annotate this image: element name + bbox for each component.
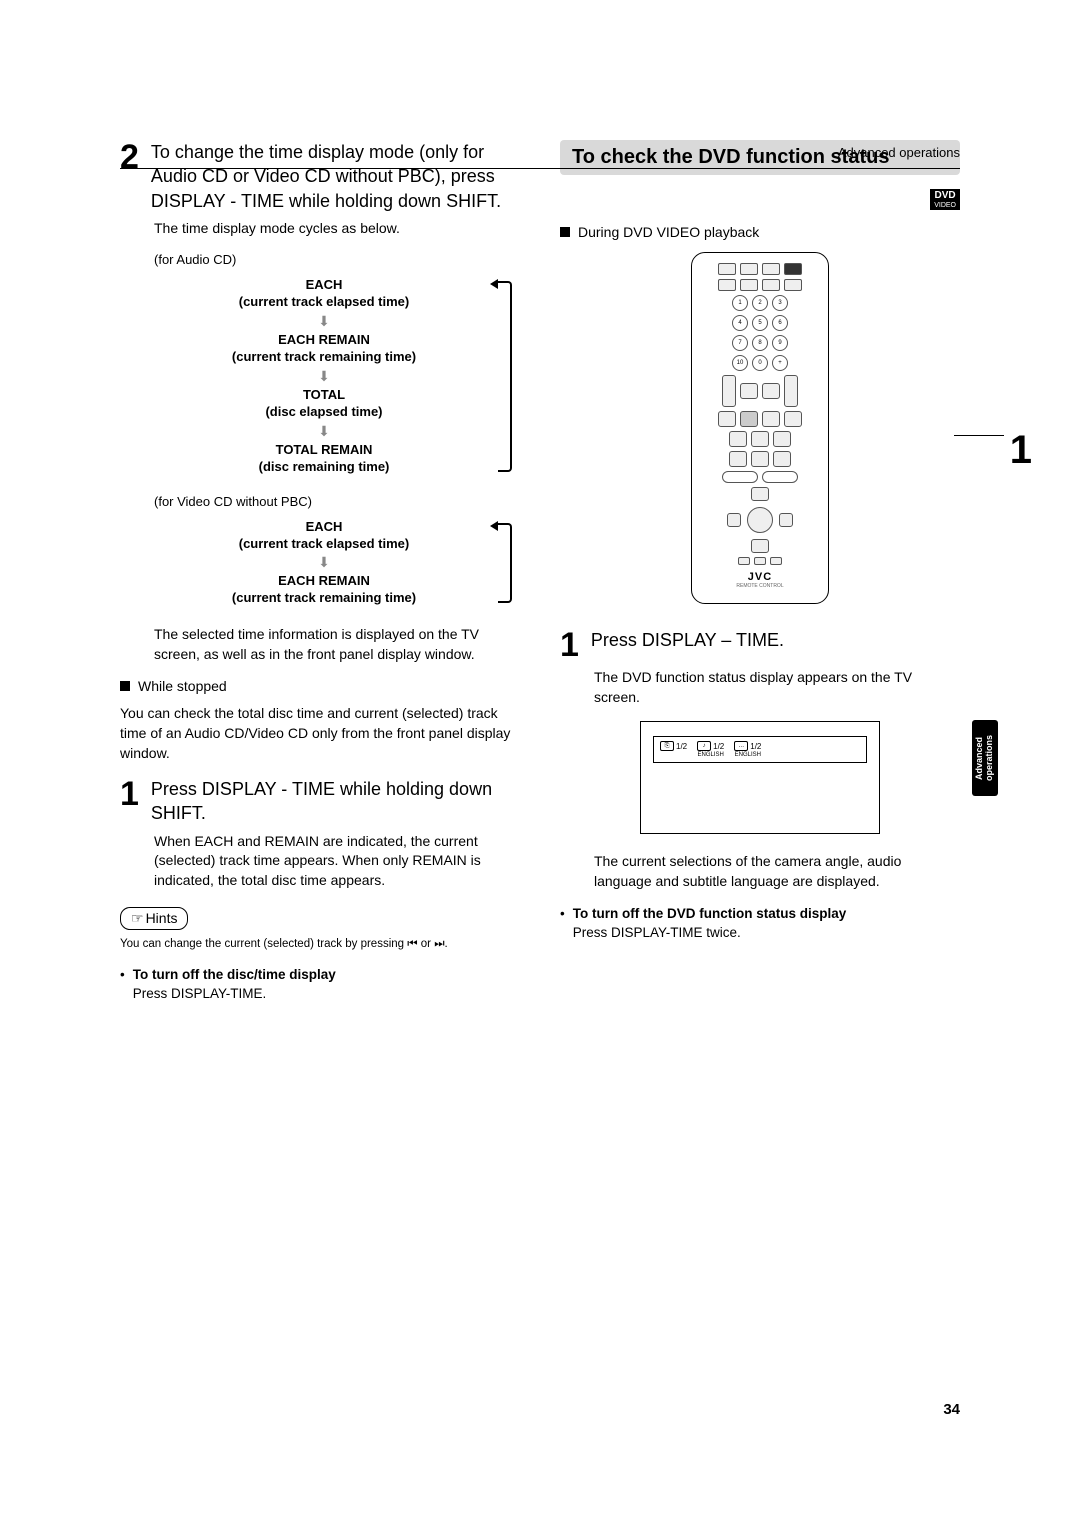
bullet-icon: • — [120, 966, 125, 1004]
tv-angle: ⎘1/2 — [660, 741, 687, 758]
square-bullet-icon — [560, 227, 570, 237]
cycle-title: TOTAL — [303, 387, 345, 402]
hints-box: ☞Hints — [120, 907, 188, 930]
tv-sub-lang: ENGLISH — [735, 752, 761, 758]
turnoff-body: Press DISPLAY-TIME twice. — [573, 925, 741, 940]
turnoff-body: Press DISPLAY-TIME. — [133, 986, 267, 1001]
tv-sub-value: 1/2 — [750, 742, 761, 751]
arrow-down-icon: ⬇ — [154, 313, 494, 330]
tv-screen-diagram: ⎘1/2 ♪1/2 ENGLISH …1/2 ENGLISH — [640, 721, 880, 834]
while-stopped-header: While stopped — [120, 678, 520, 694]
cycle-bracket — [498, 281, 512, 471]
right-step-1-text: Press DISPLAY – TIME. — [591, 628, 784, 662]
hand-icon: ☞ — [131, 910, 144, 926]
playback-label: During DVD VIDEO playback — [578, 224, 759, 240]
cycle-title: TOTAL REMAIN — [276, 442, 373, 457]
right-step-1: 1 Press DISPLAY – TIME. — [560, 628, 960, 662]
arrow-down-icon: ⬇ — [154, 368, 494, 385]
cycle-title: EACH — [306, 277, 343, 292]
tv-angle-value: 1/2 — [676, 742, 687, 751]
cycle-bracket — [498, 523, 512, 604]
audio-cd-label: (for Audio CD) — [154, 252, 520, 267]
header-rule — [120, 168, 960, 169]
hints-body: You can change the current (selected) tr… — [120, 936, 520, 952]
turnoff-dvd-status: • To turn off the DVD function status di… — [560, 905, 960, 943]
jvc-subtext: REMOTE CONTROL — [700, 583, 820, 589]
audio-icon: ♪ — [697, 741, 711, 751]
cycle-desc: (current track remaining time) — [232, 590, 416, 605]
bullet-icon: • — [560, 905, 565, 943]
jvc-logo: JVC — [700, 571, 820, 583]
cycle-title: EACH REMAIN — [278, 573, 370, 588]
step-2-subtext: The time display mode cycles as below. — [154, 219, 520, 239]
playback-header: During DVD VIDEO playback — [560, 224, 960, 240]
left-column: 2 To change the time display mode (only … — [120, 140, 520, 1005]
step-2: 2 To change the time display mode (only … — [120, 140, 520, 213]
cycle-desc: (current track elapsed time) — [239, 536, 410, 551]
left-step-1: 1 Press DISPLAY - TIME while holding dow… — [120, 777, 520, 826]
callout-number-1: 1 — [1010, 428, 1032, 473]
remote-control-icon: 123 456 789 100+ JVC REMOTE CONTROL — [691, 252, 829, 604]
running-header: Advanced operations — [838, 145, 960, 160]
tv-subtitle: …1/2 ENGLISH — [734, 741, 761, 758]
after-tv-text: The current selections of the camera ang… — [594, 852, 960, 891]
arrow-down-icon: ⬇ — [154, 554, 494, 571]
tv-status-bar: ⎘1/2 ♪1/2 ENGLISH …1/2 ENGLISH — [653, 736, 867, 763]
badge-bottom: VIDEO — [930, 202, 960, 210]
right-column: To check the DVD function status DVD VID… — [560, 140, 960, 1005]
left-step-1-number: 1 — [120, 777, 139, 826]
hints-label: Hints — [146, 910, 178, 926]
turnoff-disc-time: • To turn off the disc/time display Pres… — [120, 966, 520, 1004]
while-stopped-label: While stopped — [138, 678, 227, 694]
cycle-title: EACH — [306, 519, 343, 534]
after-cycle-text: The selected time information is display… — [154, 625, 520, 664]
cycle-title: EACH REMAIN — [278, 332, 370, 347]
arrow-down-icon: ⬇ — [154, 423, 494, 440]
turnoff-title: To turn off the DVD function status disp… — [573, 906, 847, 921]
step-2-number: 2 — [120, 140, 139, 213]
camera-angle-icon: ⎘ — [660, 741, 674, 751]
right-step-1-number: 1 — [560, 628, 579, 662]
page-number: 34 — [943, 1401, 960, 1418]
badge-top: DVD — [930, 189, 960, 202]
remote-diagram: 123 456 789 100+ JVC REMOTE CONTROL 1 — [560, 252, 960, 604]
turnoff-title: To turn off the disc/time display — [133, 967, 336, 982]
step-2-text: To change the time display mode (only fo… — [151, 140, 520, 213]
square-bullet-icon — [120, 681, 130, 691]
subtitle-icon: … — [734, 741, 748, 751]
cycle-desc: (current track remaining time) — [232, 349, 416, 364]
video-cycle: EACH (current track elapsed time) ⬇ EACH … — [154, 519, 520, 608]
callout-line — [954, 435, 1004, 436]
video-cd-label: (for Video CD without PBC) — [154, 494, 520, 509]
stopped-body: You can check the total disc time and cu… — [120, 704, 520, 763]
audio-cycle: EACH (current track elapsed time) ⬇ EACH … — [154, 277, 520, 475]
cycle-desc: (disc remaining time) — [259, 459, 390, 474]
side-tab: Advanced operations — [972, 720, 998, 796]
cycle-desc: (current track elapsed time) — [239, 294, 410, 309]
tv-audio-value: 1/2 — [713, 742, 724, 751]
right-step-1-subtext: The DVD function status display appears … — [594, 668, 960, 707]
tv-audio: ♪1/2 ENGLISH — [697, 741, 724, 758]
left-step-1-text: Press DISPLAY - TIME while holding down … — [151, 777, 520, 826]
tv-audio-lang: ENGLISH — [698, 752, 724, 758]
left-step-1-subtext: When EACH and REMAIN are indicated, the … — [154, 832, 520, 891]
dvd-video-badge: DVD VIDEO — [930, 189, 960, 210]
cycle-desc: (disc elapsed time) — [265, 404, 382, 419]
